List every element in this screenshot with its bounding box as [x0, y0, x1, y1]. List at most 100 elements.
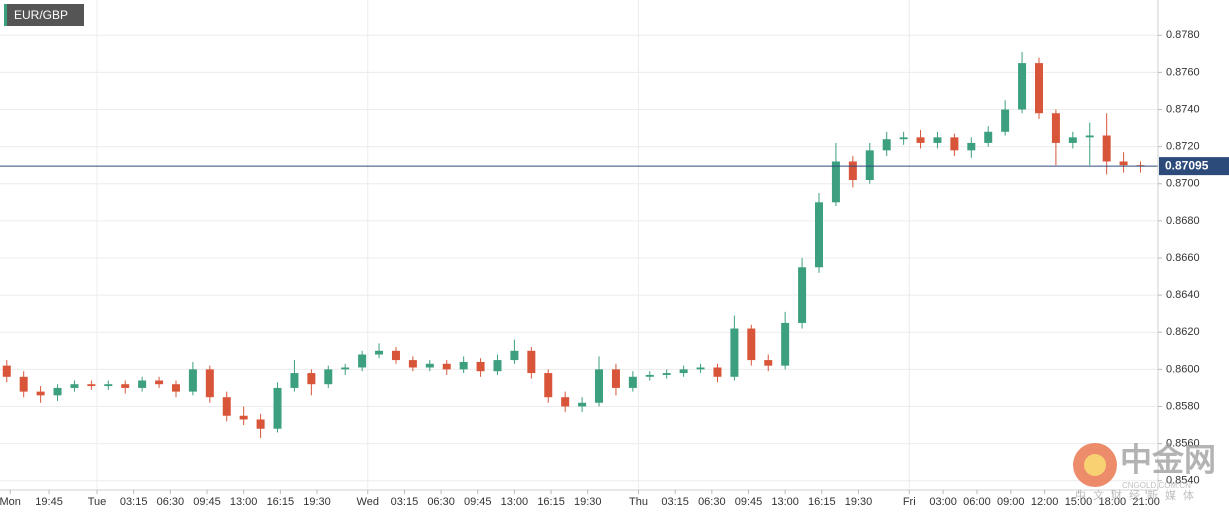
axes: 0.8540 0.8560 0.8580 0.8600 0.8620 0.8640 0.86…	[0, 29, 1229, 508]
candle-body	[781, 322, 790, 366]
y-tick-label: 0.8600	[1166, 363, 1200, 375]
candle-body	[324, 369, 333, 385]
candle-body	[273, 387, 282, 429]
candle-body	[1051, 113, 1060, 143]
x-tick-label: 19:30	[845, 496, 873, 508]
candle-body	[933, 137, 942, 143]
candle-body	[1034, 63, 1043, 114]
x-tick-label: 06:00	[963, 496, 991, 508]
candle-body	[239, 415, 248, 420]
x-tick-label: 03:15	[391, 496, 419, 508]
x-tick-label: Wed	[357, 496, 379, 508]
x-tick-label: 09:45	[735, 496, 763, 508]
x-tick-label: 18:00	[1099, 496, 1127, 508]
candles	[0, 51, 1158, 439]
candle-body	[1018, 63, 1027, 110]
y-tick-label: 0.8620	[1166, 326, 1200, 338]
y-tick-label: 0.8660	[1166, 252, 1200, 264]
y-tick-label: 0.8580	[1166, 400, 1200, 412]
x-tick-label: 03:15	[661, 496, 689, 508]
symbol-box	[4, 4, 84, 26]
x-tick-label: 03:15	[120, 496, 148, 508]
x-tick-label: Tue	[88, 496, 107, 508]
x-tick-label: 19:30	[574, 496, 602, 508]
candle-body	[916, 137, 925, 143]
watermark-slogan: 中文财经新媒体	[1075, 488, 1201, 502]
last-price-label: 0.87095	[1165, 158, 1209, 172]
candle-body	[645, 374, 654, 377]
candle-body	[70, 384, 79, 388]
candle-body	[984, 131, 993, 143]
symbol-accent	[4, 4, 7, 26]
candle-body	[1102, 135, 1111, 162]
x-tick-label: Mon	[0, 496, 21, 508]
y-tick-label: 0.8700	[1166, 178, 1200, 190]
x-tick-label: 19:30	[303, 496, 331, 508]
watermark-logo	[1084, 454, 1106, 476]
y-tick-label: 0.8740	[1166, 103, 1200, 115]
x-tick-label: 16:15	[808, 496, 836, 508]
x-tick-label: 09:00	[997, 496, 1025, 508]
candle-body	[544, 373, 553, 398]
candle-body	[967, 142, 976, 151]
candle-body	[882, 139, 891, 151]
x-tick-label: 06:30	[427, 496, 455, 508]
candle-body	[662, 373, 671, 375]
candle-body	[611, 369, 620, 388]
x-tick-label: 13:00	[230, 496, 258, 508]
x-tick-label: 09:45	[464, 496, 492, 508]
candle-body	[747, 328, 756, 361]
candle-body	[138, 380, 147, 388]
candle-body	[222, 397, 231, 416]
candle-body	[459, 361, 468, 370]
candle-body	[815, 202, 824, 268]
watermark-brand: 中金网	[1120, 441, 1216, 477]
symbol: EUR/GBP	[14, 8, 68, 22]
candle-body	[358, 354, 367, 368]
y-tick-label: 0.8680	[1166, 215, 1200, 227]
candle-body	[1001, 109, 1010, 132]
candle-body	[865, 150, 874, 181]
candle-body	[205, 369, 214, 398]
last-price-box	[1159, 157, 1229, 176]
candle-body	[442, 363, 451, 370]
candle-body	[425, 363, 434, 368]
candle-body	[121, 384, 130, 388]
candle-body	[713, 367, 722, 377]
x-tick-label: Thu	[629, 496, 648, 508]
x-tick-label: 06:30	[157, 496, 185, 508]
candle-body	[764, 360, 773, 366]
x-tick-label: 19:45	[35, 496, 63, 508]
candle-body	[188, 369, 197, 392]
candle-body	[1068, 137, 1077, 143]
candle-body	[290, 373, 299, 388]
candle-body	[375, 350, 384, 355]
candle-body	[1085, 135, 1094, 138]
watermark-domain: CNGOLD.COM.CN	[1122, 481, 1191, 490]
candle-body	[595, 369, 604, 403]
candle-body	[950, 137, 959, 151]
candle-body	[510, 350, 519, 361]
candle-body	[628, 376, 637, 388]
x-tick-label: 13:00	[501, 496, 529, 508]
x-tick-label: 15:00	[1065, 496, 1093, 508]
candle-body	[679, 369, 688, 374]
candle-body	[1119, 161, 1128, 166]
y-tick-label: 0.8540	[1166, 475, 1200, 487]
candle-body	[848, 161, 857, 181]
x-tick-label: 21:00	[1132, 496, 1160, 508]
candle-body	[696, 367, 705, 370]
candle-body	[307, 373, 316, 385]
candle-body	[899, 137, 908, 140]
x-tick-label: 06:30	[698, 496, 726, 508]
candle-body	[527, 350, 536, 374]
y-tick-label: 0.8720	[1166, 141, 1200, 153]
candle-body	[476, 361, 485, 372]
y-tick-label: 0.8780	[1166, 29, 1200, 41]
candle-body	[561, 397, 570, 407]
x-tick-label: 16:15	[537, 496, 565, 508]
y-tick-label: 0.8760	[1166, 66, 1200, 78]
candle-body	[53, 387, 62, 396]
candle-body	[391, 350, 400, 361]
